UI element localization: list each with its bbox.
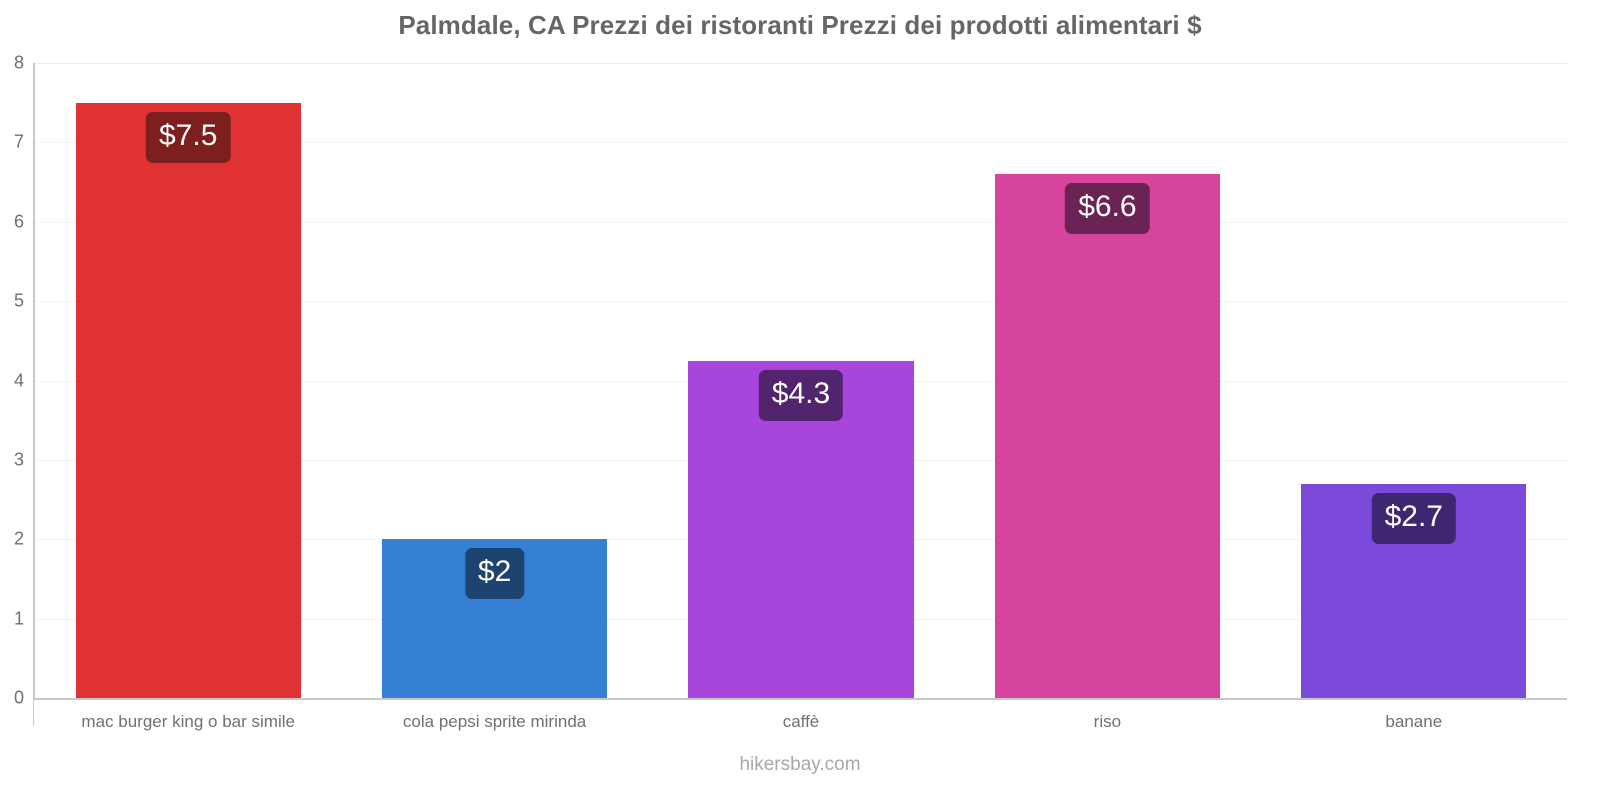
bar-value-label: $2.7 xyxy=(1371,492,1456,544)
y-axis-line xyxy=(33,63,35,700)
y-axis-tick-label: 6 xyxy=(13,211,24,232)
y-axis-tick-label: 3 xyxy=(13,449,24,470)
chart-title: Palmdale, CA Prezzi dei ristoranti Prezz… xyxy=(398,10,1202,40)
bar-group[interactable]: $6.6 xyxy=(994,63,1220,698)
bars-layer: $7.5 $2 $4.3 $6.6 $2.7 xyxy=(35,63,1567,698)
x-axis-tick-label: cola pepsi sprite mirinda xyxy=(402,712,587,731)
x-axis-line xyxy=(33,698,1567,700)
bar-group[interactable]: $7.5 xyxy=(75,63,301,698)
x-axis-tick-labels: mac burger king o bar simile cola pepsi s… xyxy=(35,712,1567,742)
gridline xyxy=(33,63,1567,64)
bar-value-label: $6.6 xyxy=(1065,183,1150,235)
bar-group[interactable]: $2 xyxy=(381,63,608,698)
y-axis-tick-label: 0 xyxy=(13,687,24,708)
y-axis-tick-label: 4 xyxy=(13,370,24,390)
bar[interactable] xyxy=(75,102,301,698)
y-axis-tick-label: 1 xyxy=(13,608,24,629)
x-axis-tick-label: caffè xyxy=(782,712,820,731)
bar[interactable] xyxy=(994,174,1220,698)
x-axis-tick-label: mac burger king o bar simile xyxy=(81,712,295,731)
y-axis-tick-label: 5 xyxy=(13,290,24,311)
bar-group[interactable]: $4.3 xyxy=(688,63,914,698)
bar-value-label: $2 xyxy=(464,548,525,600)
gridline xyxy=(33,301,1567,303)
y-axis-tick-label: 8 xyxy=(13,52,24,73)
y-axis-tick-label: 7 xyxy=(13,131,24,152)
x-axis-tick-label: banane xyxy=(1385,712,1443,731)
x-axis-tick-label: riso xyxy=(1093,712,1122,731)
bar-value-label: $4.3 xyxy=(758,369,844,421)
gridline xyxy=(33,142,1567,144)
bar-group[interactable]: $2.7 xyxy=(1301,63,1527,698)
bar-value-label: $7.5 xyxy=(145,111,231,163)
x-axis-origin-tick xyxy=(33,700,34,726)
footer-credit: hikersbay.com xyxy=(739,754,861,775)
y-axis-tick-label: 2 xyxy=(13,528,24,549)
gridline xyxy=(33,221,1567,223)
